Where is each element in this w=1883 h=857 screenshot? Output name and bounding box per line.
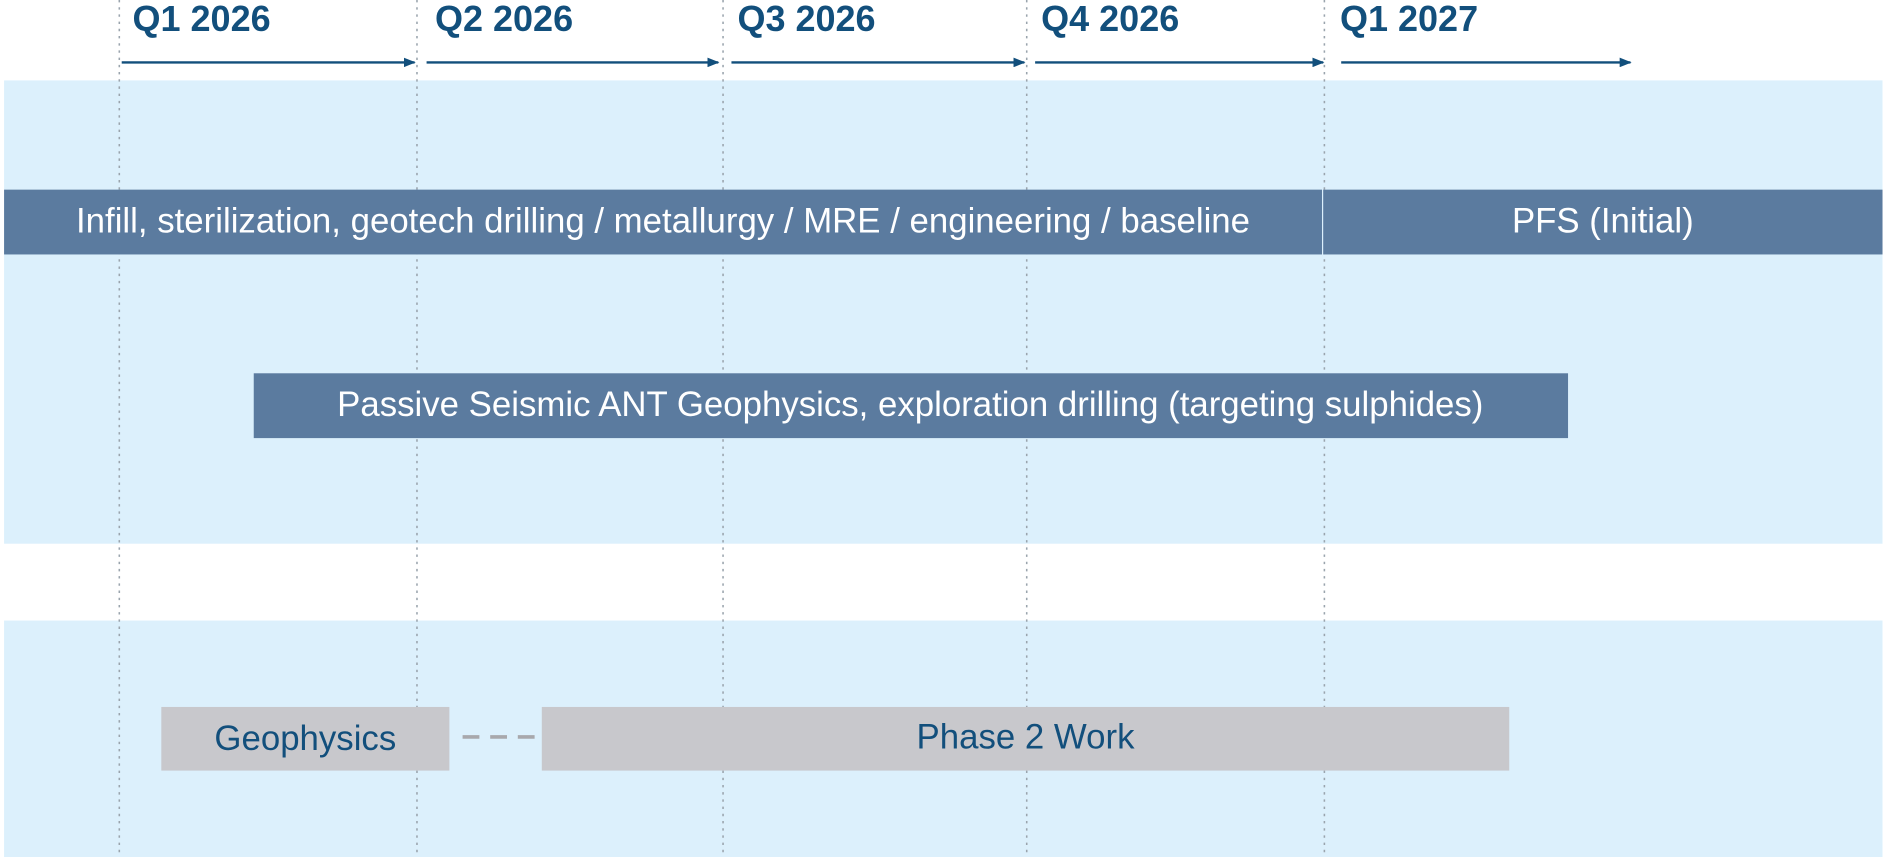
task-label: Phase 2 Work [917,718,1136,757]
task-bar [1323,189,1883,255]
task-label: Infill, sterilization, geotech drilling … [76,201,1250,240]
band [4,80,1883,544]
quarter-header: Q1 2026 Q2 2026 Q3 2026 Q4 2026 Q1 2027 [121,0,1632,68]
task-bar [161,706,450,771]
quarter-label: Q3 2026 [737,0,875,39]
quarter-label: Q2 2026 [435,0,573,39]
task-bar [4,189,1322,255]
task-bar [253,373,1569,439]
task-label: Passive Seismic ANT Geophysics, explorat… [337,385,1483,424]
task-label: Geophysics [214,719,396,758]
quarter-label: Q4 2026 [1041,0,1179,39]
task-label: PFS (Initial) [1512,201,1694,240]
quarter-label: Q1 2027 [1340,0,1478,39]
task-bar [541,706,1510,771]
quarter-label: Q1 2026 [133,0,271,39]
